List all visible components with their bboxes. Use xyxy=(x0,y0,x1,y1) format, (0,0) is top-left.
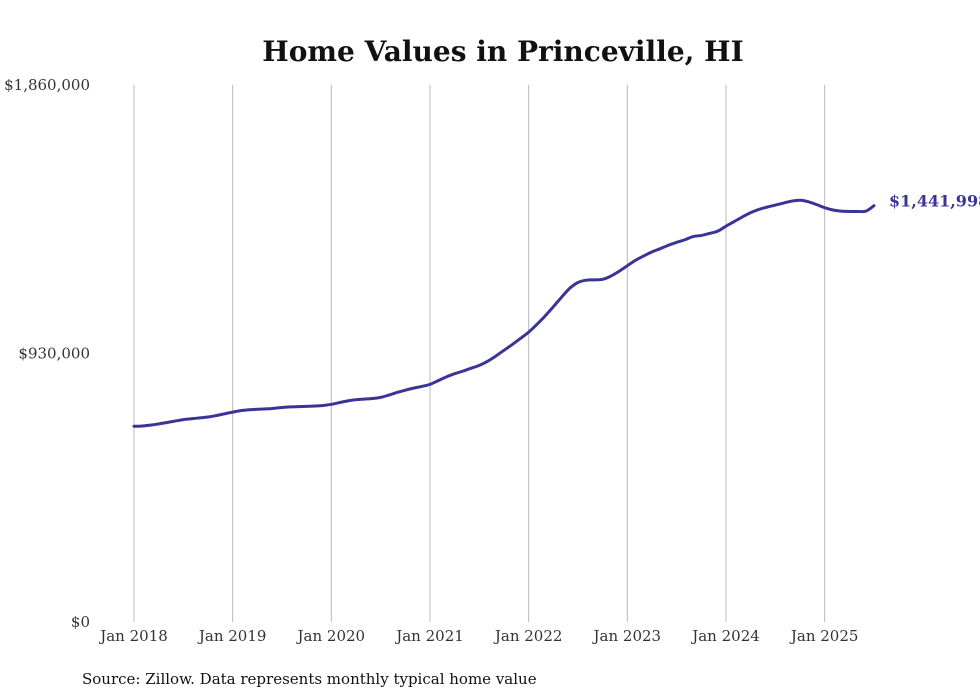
source-note: Source: Zillow. Data represents monthly … xyxy=(82,670,537,688)
x-tick-label: Jan 2022 xyxy=(493,627,563,645)
series-line xyxy=(132,198,876,428)
y-tick-label: $0 xyxy=(71,613,90,631)
gridlines xyxy=(133,85,826,622)
chart-title: Home Values in Princeville, HI xyxy=(262,35,743,68)
x-tick-label: Jan 2018 xyxy=(98,627,168,645)
x-tick-label: Jan 2024 xyxy=(690,627,760,645)
x-tick-label: Jan 2019 xyxy=(197,627,267,645)
x-axis-ticks: Jan 2018 Jan 2019 Jan 2020 Jan 2021 Jan 2022… xyxy=(98,627,858,645)
y-tick-label: $930,000 xyxy=(18,345,90,363)
x-tick-label: Jan 2020 xyxy=(296,627,366,645)
x-tick-label: Jan 2023 xyxy=(592,627,662,645)
end-value-label: $1,441,998 xyxy=(889,192,980,211)
x-tick-label: Jan 2021 xyxy=(394,627,464,645)
y-axis-ticks: $0 $930,000 $1,860,000 xyxy=(4,76,90,631)
x-tick-label: Jan 2025 xyxy=(789,627,859,645)
y-tick-label: $1,860,000 xyxy=(4,76,90,94)
